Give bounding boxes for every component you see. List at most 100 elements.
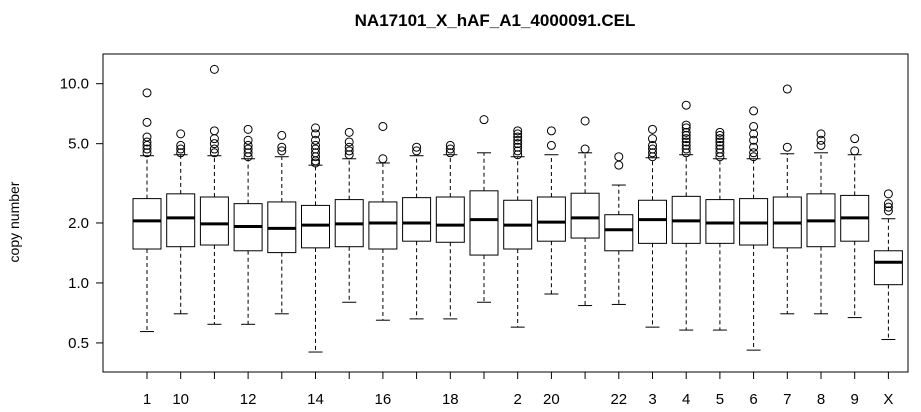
outlier-point <box>580 116 590 126</box>
outlier-point <box>344 146 354 156</box>
outlier-point <box>715 148 725 158</box>
outlier-point <box>648 148 657 158</box>
outlier-point <box>749 129 759 139</box>
outlier-point <box>176 140 186 150</box>
outlier-point <box>176 144 186 154</box>
outlier-point <box>681 120 691 130</box>
outlier-point <box>209 64 219 74</box>
box-iqr <box>570 192 600 239</box>
outlier-point <box>311 158 320 168</box>
y-tick-label: 2.0 <box>68 215 89 232</box>
y-tick-label: 1.0 <box>68 275 89 292</box>
outlier-point <box>749 106 759 116</box>
box-iqr <box>469 190 499 256</box>
outlier-point <box>715 130 725 140</box>
box-15 <box>334 127 364 303</box>
outlier-point <box>749 135 759 145</box>
box-iqr <box>638 199 667 244</box>
x-tick-label: 2 <box>514 391 522 408</box>
box-12 <box>233 124 263 325</box>
box-6 <box>739 106 769 351</box>
outlier-point <box>546 140 556 150</box>
box-16 <box>368 121 398 321</box>
box-20 <box>536 126 566 295</box>
box-iqr <box>604 214 634 252</box>
outlier-point <box>243 135 253 145</box>
outlier-point <box>648 124 657 134</box>
outlier-point <box>344 137 354 147</box>
outlier-point <box>816 140 826 150</box>
outlier-point <box>513 129 523 139</box>
outlier-point <box>681 144 691 154</box>
outlier-point <box>378 154 388 164</box>
x-tick-label: 16 <box>375 391 392 408</box>
x-tick-label: 5 <box>716 391 724 408</box>
x-tick-label: 14 <box>307 391 324 408</box>
x-tick-label: 4 <box>682 391 690 408</box>
box-iqr <box>132 198 162 250</box>
outlier-point <box>142 137 152 147</box>
x-tick-label: X <box>883 391 893 408</box>
outlier-point <box>715 134 725 144</box>
outlier-point <box>648 140 657 150</box>
outlier-point <box>883 189 893 199</box>
outlier-point <box>142 117 152 127</box>
outlier-point <box>614 152 624 162</box>
outlier-point <box>243 148 253 158</box>
outlier-point <box>749 148 759 158</box>
x-tick-label: 8 <box>817 391 825 408</box>
box-iqr <box>873 250 903 286</box>
x-tick-label: 22 <box>610 391 627 408</box>
outlier-point <box>209 139 219 149</box>
x-tick-label: 12 <box>240 391 257 408</box>
box-13 <box>267 130 297 315</box>
x-tick-label: 18 <box>442 391 459 408</box>
outlier-point <box>883 199 893 209</box>
box-4 <box>671 100 701 331</box>
outlier-point <box>681 140 691 150</box>
outlier-point <box>412 142 422 152</box>
outlier-point <box>850 146 860 156</box>
outlier-point <box>277 146 287 156</box>
box-18 <box>435 140 465 320</box>
x-tick-label: 20 <box>543 391 560 408</box>
outlier-point <box>883 206 893 216</box>
box-11 <box>199 64 229 325</box>
y-tick-label: 0.5 <box>68 335 89 352</box>
outlier-point <box>749 152 759 162</box>
outlier-point <box>513 126 523 136</box>
outlier-point <box>681 134 691 144</box>
outlier-point <box>782 142 792 152</box>
outlier-point <box>445 148 455 158</box>
x-tick-label: 9 <box>851 391 859 408</box>
outlier-point <box>311 123 320 133</box>
outlier-point <box>513 146 523 156</box>
box-10 <box>166 129 196 315</box>
y-tick-label: 5.0 <box>68 136 89 153</box>
outlier-point <box>311 135 320 145</box>
box-iqr <box>402 197 432 242</box>
outlier-point <box>715 144 725 154</box>
outlier-point <box>209 126 219 136</box>
box-9 <box>840 134 870 319</box>
box-2 <box>503 126 533 328</box>
outlier-point <box>243 144 253 154</box>
y-tick-label: 10.0 <box>60 76 89 93</box>
outlier-point <box>344 127 354 137</box>
outlier-point <box>176 129 186 139</box>
outlier-point <box>445 140 455 150</box>
outlier-point <box>378 121 388 131</box>
x-tick-label: 1 <box>143 391 151 408</box>
outlier-point <box>782 84 792 94</box>
x-tick-label: 10 <box>172 391 189 408</box>
outlier-point <box>883 202 893 212</box>
outlier-point <box>311 144 320 154</box>
outlier-point <box>513 135 523 145</box>
outlier-point <box>715 140 725 150</box>
outlier-point <box>479 115 489 125</box>
outlier-point <box>749 142 759 152</box>
chart-title: NA17101_X_hAF_A1_4000091.CEL <box>355 11 636 30</box>
outlier-point <box>816 129 826 139</box>
outlier-point <box>850 134 860 144</box>
